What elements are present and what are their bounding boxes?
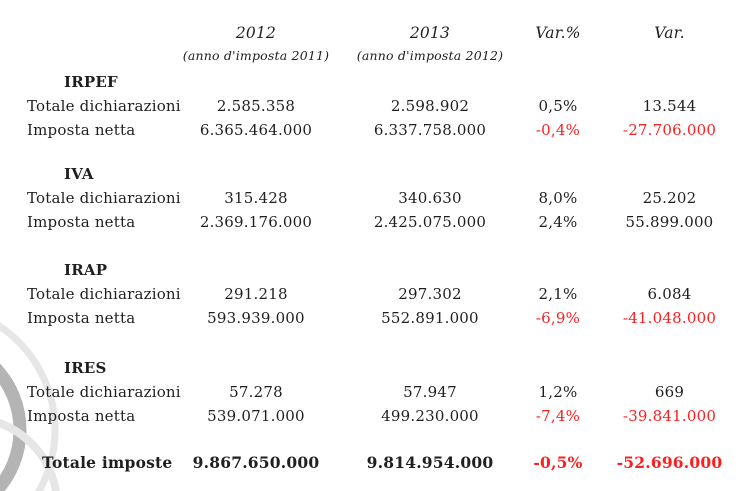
value-var-abs: -39.841.000 xyxy=(622,407,717,425)
value-var-abs: 669 xyxy=(654,383,685,401)
value-2013: 340.630 xyxy=(398,189,462,207)
value-2013: 6.337.758.000 xyxy=(373,121,487,139)
table-row: Imposta netta 593.939.000 552.891.000 -6… xyxy=(0,306,741,330)
spacer xyxy=(0,330,741,356)
table-row: Totale dichiarazioni 291.218 297.302 2,1… xyxy=(0,282,741,306)
section-name: IRES xyxy=(64,359,107,377)
table-row: Totale dichiarazioni 2.585.358 2.598.902… xyxy=(0,94,741,118)
subheader-anno-2011: (anno d'imposta 2011) xyxy=(182,47,330,63)
header-var-pct: Var.% xyxy=(535,24,581,42)
section-header-iva: IVA xyxy=(0,162,741,186)
value-2012: 593.939.000 xyxy=(207,309,305,327)
total-label: Totale imposte xyxy=(42,452,173,472)
value-var-abs: 55.899.000 xyxy=(625,213,714,231)
value-2012: 2.585.358 xyxy=(216,97,296,115)
value-2013: 2.425.075.000 xyxy=(373,213,487,231)
total-var-abs: -52.696.000 xyxy=(616,452,723,472)
table-row: Imposta netta 539.071.000 499.230.000 -7… xyxy=(0,404,741,428)
table-row: Totale dichiarazioni 315.428 340.630 8,0… xyxy=(0,186,741,210)
row-label: Totale dichiarazioni xyxy=(27,97,181,115)
value-var-pct: -6,9% xyxy=(535,309,581,327)
section-header-irpef: IRPEF xyxy=(0,70,741,94)
value-2013: 57.947 xyxy=(403,383,457,401)
row-label: Imposta netta xyxy=(27,121,136,139)
value-2012: 539.071.000 xyxy=(207,407,305,425)
section-name: IRPEF xyxy=(64,73,118,91)
table-row: Imposta netta 2.369.176.000 2.425.075.00… xyxy=(0,210,741,234)
header-year-2013: 2013 xyxy=(409,24,451,42)
table-subheader-row: (anno d'imposta 2011) (anno d'imposta 20… xyxy=(0,46,741,64)
value-2012: 291.218 xyxy=(224,285,288,303)
value-2013: 499.230.000 xyxy=(381,407,479,425)
value-var-pct: 2,4% xyxy=(538,213,578,231)
row-label: Totale dichiarazioni xyxy=(27,189,181,207)
value-var-pct: 1,2% xyxy=(538,383,578,401)
section-header-ires: IRES xyxy=(0,356,741,380)
value-var-pct: 2,1% xyxy=(538,285,578,303)
value-var-pct: -0,4% xyxy=(535,121,581,139)
total-2012: 9.867.650.000 xyxy=(192,452,320,472)
row-label: Totale dichiarazioni xyxy=(27,383,181,401)
total-2013: 9.814.954.000 xyxy=(366,452,494,472)
row-label: Imposta netta xyxy=(27,213,136,231)
value-var-abs: 13.544 xyxy=(642,97,697,115)
spacer xyxy=(0,428,741,450)
header-var-abs: Var. xyxy=(654,24,685,42)
table-row: Imposta netta 6.365.464.000 6.337.758.00… xyxy=(0,118,741,142)
header-year-2012: 2012 xyxy=(235,24,277,42)
value-2012: 2.369.176.000 xyxy=(199,213,313,231)
value-var-pct: 8,0% xyxy=(538,189,578,207)
value-2013: 2.598.902 xyxy=(390,97,470,115)
value-var-abs: -41.048.000 xyxy=(622,309,717,327)
subheader-anno-2012: (anno d'imposta 2012) xyxy=(356,47,504,63)
spacer xyxy=(0,142,741,162)
value-2013: 297.302 xyxy=(398,285,462,303)
value-2012: 6.365.464.000 xyxy=(199,121,313,139)
value-2012: 315.428 xyxy=(224,189,288,207)
total-row: Totale imposte 9.867.650.000 9.814.954.0… xyxy=(0,450,741,474)
value-2012: 57.278 xyxy=(229,383,283,401)
value-var-abs: -27.706.000 xyxy=(622,121,717,139)
value-var-pct: 0,5% xyxy=(538,97,578,115)
row-label: Imposta netta xyxy=(27,309,136,327)
row-label: Totale dichiarazioni xyxy=(27,285,181,303)
section-name: IRAP xyxy=(64,261,108,279)
value-var-pct: -7,4% xyxy=(535,407,581,425)
total-var-pct: -0,5% xyxy=(533,452,583,472)
value-var-abs: 6.084 xyxy=(647,285,692,303)
value-2013: 552.891.000 xyxy=(381,309,479,327)
section-name: IVA xyxy=(64,165,94,183)
section-header-irap: IRAP xyxy=(0,258,741,282)
row-label: Imposta netta xyxy=(27,407,136,425)
header-empty-cell xyxy=(0,20,170,46)
value-var-abs: 25.202 xyxy=(642,189,697,207)
spacer xyxy=(0,234,741,258)
table-header-row: 2012 2013 Var.% Var. xyxy=(0,20,741,46)
tax-comparison-table: 2012 2013 Var.% Var. (anno d'imposta 201… xyxy=(0,20,741,474)
table-row: Totale dichiarazioni 57.278 57.947 1,2% … xyxy=(0,380,741,404)
